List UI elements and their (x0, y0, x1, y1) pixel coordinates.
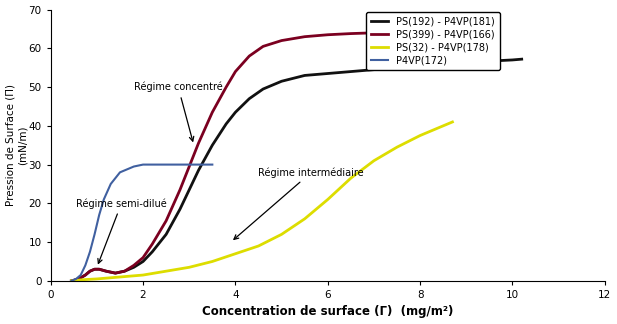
Y-axis label: Pression de Surface (Π)
(mN/m): Pression de Surface (Π) (mN/m) (6, 84, 27, 206)
Legend: PS(192) - P4VP(181), PS(399) - P4VP(166), PS(32) - P4VP(178), P4VP(172): PS(192) - P4VP(181), PS(399) - P4VP(166)… (366, 12, 500, 70)
Text: Régime concentré: Régime concentré (134, 82, 223, 141)
Text: Régime semi-dilué: Régime semi-dilué (76, 198, 167, 263)
Text: Régime intermédiaire: Régime intermédiaire (234, 167, 364, 239)
X-axis label: Concentration de surface (Γ)  (mg/m²): Concentration de surface (Γ) (mg/m²) (202, 306, 453, 318)
